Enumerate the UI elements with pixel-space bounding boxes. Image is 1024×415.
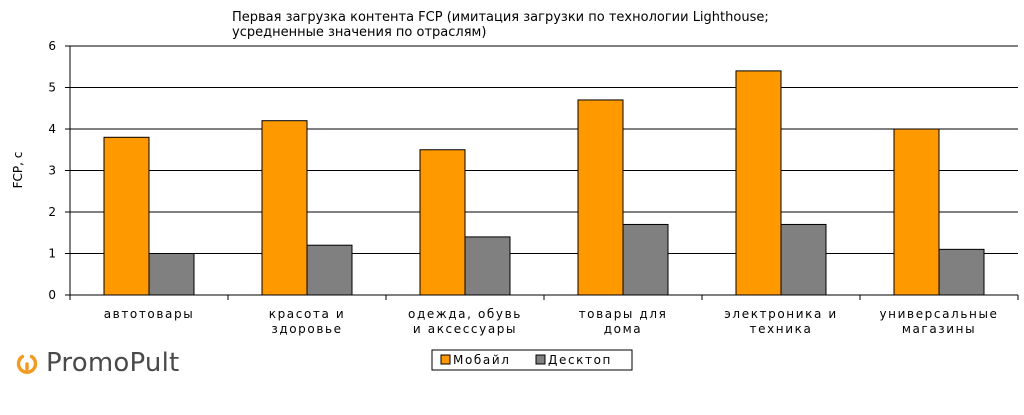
x-category-label: и аксессуары — [413, 322, 517, 336]
legend-swatch-mobile — [440, 354, 451, 365]
bar-desktop — [306, 244, 353, 296]
legend-swatch-desktop — [535, 354, 546, 365]
bar-mobile — [261, 120, 308, 296]
bar-mobile — [419, 149, 466, 296]
bar-desktop — [464, 236, 511, 296]
x-category-label: техника — [750, 322, 813, 336]
bar-mobile — [103, 136, 150, 296]
x-category-label: дома — [604, 322, 642, 336]
y-tick-label: 5 — [48, 81, 56, 95]
y-axis-label: FCP, с — [11, 152, 25, 189]
power-ring-icon — [16, 354, 38, 374]
y-tick-label: 2 — [48, 205, 56, 219]
x-category-label: товары для — [579, 307, 668, 321]
brand-logo: PromoPult — [14, 348, 179, 378]
x-category-label: одежда, обувь — [408, 307, 522, 321]
y-tick-label: 6 — [48, 39, 56, 53]
legend-box — [431, 349, 633, 371]
x-category-label: универсальные — [879, 307, 998, 321]
y-tick-label: 3 — [48, 164, 56, 178]
y-tick-label: 1 — [48, 247, 56, 261]
legend-label-desktop: Десктоп — [548, 353, 612, 367]
x-category-label: магазины — [902, 322, 976, 336]
bar-mobile — [735, 70, 782, 296]
chart-title: Первая загрузка контента FCP (имитация з… — [232, 10, 769, 40]
axes — [65, 45, 1019, 300]
bars — [103, 70, 985, 296]
bar-desktop — [780, 223, 827, 296]
chart-title-line: Первая загрузка контента FCP (имитация з… — [232, 10, 769, 25]
bar-desktop — [148, 253, 195, 296]
brand-name: PromoPult — [46, 348, 180, 378]
bar-mobile — [893, 128, 940, 296]
y-tick-labels: 0 1 2 3 4 5 6 — [48, 39, 56, 302]
y-tick-label: 0 — [48, 288, 56, 302]
x-category-label: красота и — [269, 307, 346, 321]
bar-desktop — [938, 248, 985, 296]
x-category-label: электроника и — [724, 307, 838, 321]
x-category-label: автотовары — [104, 307, 195, 321]
bar-desktop — [622, 223, 669, 296]
legend-label-mobile: Мобайл — [453, 353, 511, 367]
legend: Мобайл Десктоп — [431, 349, 633, 371]
gridlines — [70, 45, 1018, 254]
y-tick-label: 4 — [48, 122, 56, 136]
x-category-label: здоровье — [271, 322, 342, 336]
chart-title-line: усредненные значения по отраслям) — [232, 25, 486, 40]
bar-mobile — [577, 99, 624, 296]
